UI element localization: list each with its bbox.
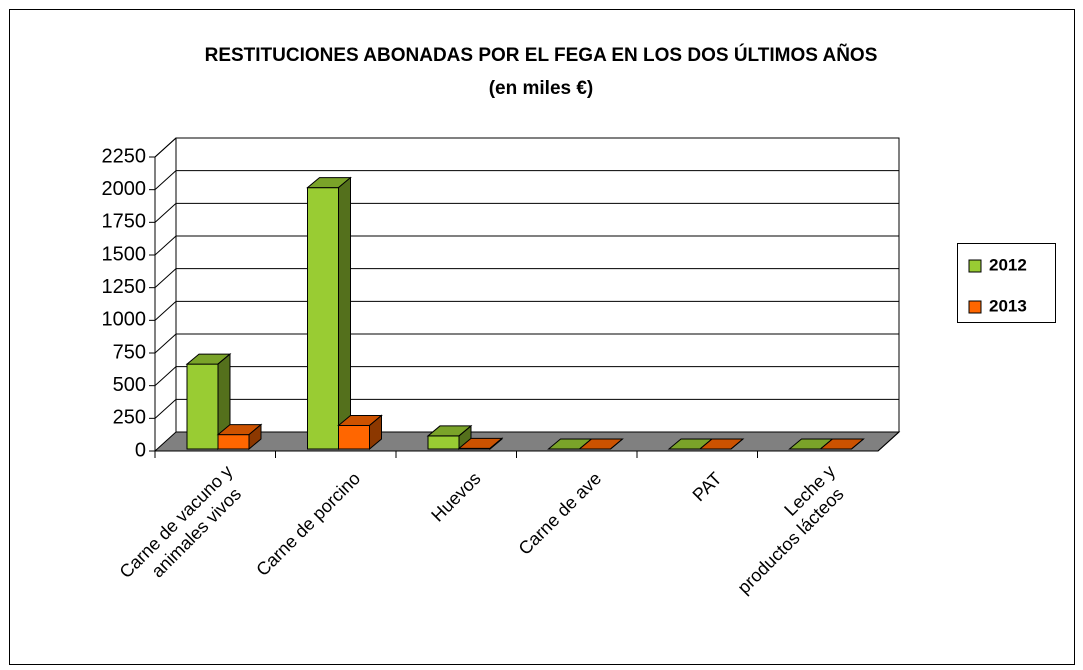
y-tick-label: 500 bbox=[113, 374, 146, 396]
bar-side bbox=[338, 176, 351, 451]
y-tick-label: 1500 bbox=[102, 243, 147, 265]
grid-depth bbox=[154, 202, 177, 223]
y-tick-label: 1250 bbox=[102, 276, 147, 298]
y-tick-label: 250 bbox=[113, 407, 146, 429]
floor-right-edge bbox=[877, 431, 900, 452]
bar bbox=[819, 438, 865, 450]
grid-depth bbox=[154, 398, 177, 419]
bar bbox=[185, 352, 232, 451]
bar bbox=[337, 414, 383, 451]
chart-title: RESTITUCIONES ABONADAS POR EL FEGA EN LO… bbox=[205, 44, 878, 66]
bar-front bbox=[217, 434, 250, 450]
bar-side bbox=[489, 437, 503, 451]
grid-depth bbox=[154, 366, 177, 387]
bar-front bbox=[427, 435, 460, 450]
bar-side bbox=[610, 438, 623, 450]
y-tick-label: 750 bbox=[113, 341, 146, 363]
bar-side bbox=[248, 423, 262, 451]
back-wall bbox=[175, 137, 900, 433]
chart-subtitle: (en miles €) bbox=[489, 78, 594, 99]
bar-side bbox=[851, 438, 864, 450]
grid-depth bbox=[154, 333, 177, 354]
legend-label: 2012 bbox=[989, 255, 1027, 274]
bar-front bbox=[338, 424, 370, 450]
grid-depth bbox=[154, 137, 177, 158]
bar bbox=[306, 176, 352, 451]
grid-depth bbox=[154, 268, 177, 289]
floor bbox=[153, 431, 901, 452]
bar bbox=[457, 437, 504, 451]
y-tick-label: 0 bbox=[135, 439, 146, 461]
bar-front bbox=[186, 363, 219, 450]
legend-swatch bbox=[968, 259, 982, 273]
bar-front bbox=[307, 187, 339, 450]
y-tick-label: 1750 bbox=[102, 211, 147, 233]
bar bbox=[426, 424, 473, 451]
grid-depth bbox=[154, 170, 177, 191]
bar-side bbox=[730, 438, 744, 450]
bar-side bbox=[369, 414, 382, 451]
bar bbox=[698, 438, 745, 450]
legend-swatch bbox=[968, 300, 982, 314]
grid-depth bbox=[154, 300, 177, 321]
bar bbox=[578, 438, 624, 450]
legend-label: 2013 bbox=[989, 296, 1027, 315]
y-tick-label: 2000 bbox=[102, 178, 147, 200]
y-tick-label: 2250 bbox=[102, 145, 147, 167]
grid-depth bbox=[154, 235, 177, 256]
bar bbox=[216, 423, 263, 451]
y-tick-label: 1000 bbox=[102, 309, 147, 331]
